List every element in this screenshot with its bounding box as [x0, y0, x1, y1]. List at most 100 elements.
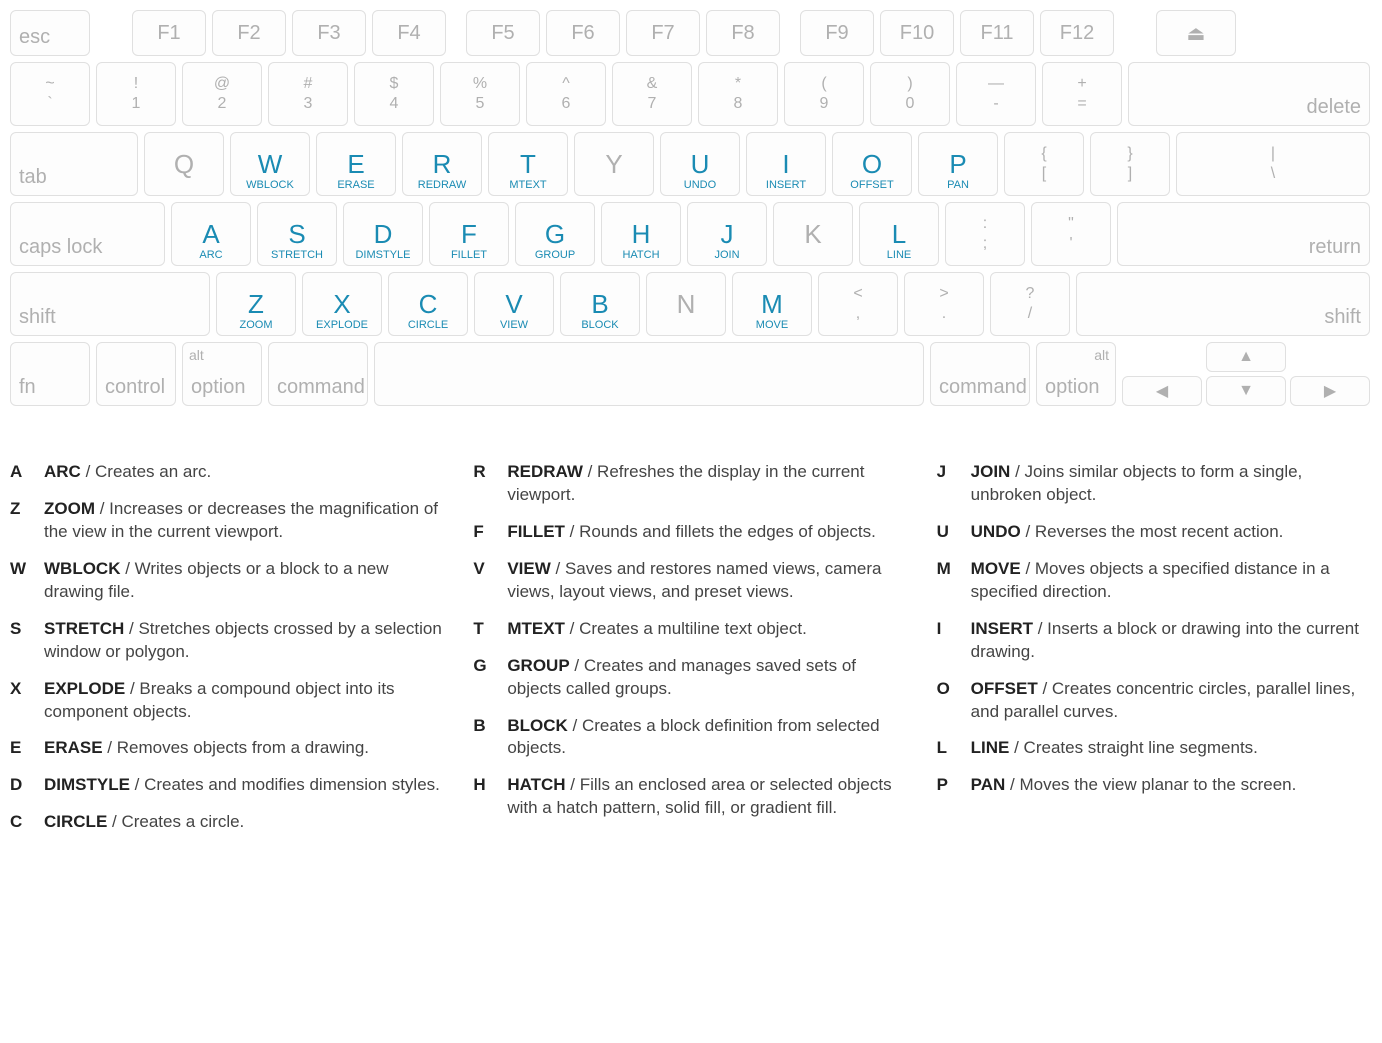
- slash-key[interactable]: ?/: [990, 272, 1070, 336]
- f11-key[interactable]: F11: [960, 10, 1034, 56]
- option-left-key[interactable]: alt option: [182, 342, 262, 406]
- num-8-key[interactable]: *8: [698, 62, 778, 126]
- letter-a-key[interactable]: AARC: [171, 202, 251, 266]
- f8-key[interactable]: F8: [706, 10, 780, 56]
- arrow-left-key[interactable]: ◀: [1122, 376, 1202, 406]
- control-key[interactable]: control: [96, 342, 176, 406]
- legend-item-l: LLINE / Creates straight line segments.: [937, 737, 1370, 760]
- number-row: ~` !1@2#3$4%5^6&7*8(9)0—-+= delete: [10, 62, 1370, 126]
- capslock-key[interactable]: caps lock: [10, 202, 165, 266]
- letter-l-key[interactable]: LLINE: [859, 202, 939, 266]
- letter-n-key[interactable]: N: [646, 272, 726, 336]
- legend-item-z: ZZOOM / Increases or decreases the magni…: [10, 498, 443, 544]
- bracket-right-key[interactable]: }]: [1090, 132, 1170, 196]
- f6-key[interactable]: F6: [546, 10, 620, 56]
- letter-c-key[interactable]: CCIRCLE: [388, 272, 468, 336]
- tab-key[interactable]: tab: [10, 132, 138, 196]
- f10-key[interactable]: F10: [880, 10, 954, 56]
- num-1-key[interactable]: !1: [96, 62, 176, 126]
- letter-o-key[interactable]: OOFFSET: [832, 132, 912, 196]
- num-2-key[interactable]: @2: [182, 62, 262, 126]
- letter-x-key[interactable]: XEXPLODE: [302, 272, 382, 336]
- quote-key[interactable]: "': [1031, 202, 1111, 266]
- legend-item-w: WWBLOCK / Writes objects or a block to a…: [10, 558, 443, 604]
- arrow-right-key[interactable]: ▶: [1290, 376, 1370, 406]
- letter-r-key[interactable]: RREDRAW: [402, 132, 482, 196]
- legend-item-g: GGROUP / Creates and manages saved sets …: [473, 655, 906, 701]
- shift-left-key[interactable]: shift: [10, 272, 210, 336]
- letter-b-key[interactable]: BBLOCK: [560, 272, 640, 336]
- command-right-key[interactable]: command: [930, 342, 1030, 406]
- tilde-key[interactable]: ~`: [10, 62, 90, 126]
- letter-m-key[interactable]: MMOVE: [732, 272, 812, 336]
- num-6-key[interactable]: ^6: [526, 62, 606, 126]
- legend-item-v: VVIEW / Saves and restores named views, …: [473, 558, 906, 604]
- legend-col-1: AARC / Creates an arc. ZZOOM / Increases …: [10, 461, 443, 834]
- letter-i-key[interactable]: IINSERT: [746, 132, 826, 196]
- semicolon-key[interactable]: :;: [945, 202, 1025, 266]
- num-0-key[interactable]: )0: [870, 62, 950, 126]
- letter-u-key[interactable]: UUNDO: [660, 132, 740, 196]
- letter-j-key[interactable]: JJOIN: [687, 202, 767, 266]
- letter-q-key[interactable]: Q: [144, 132, 224, 196]
- legend-item-s: SSTRETCH / Stretches objects crossed by …: [10, 618, 443, 664]
- f5-key[interactable]: F5: [466, 10, 540, 56]
- legend-item-e: EERASE / Removes objects from a drawing.: [10, 737, 443, 760]
- f4-key[interactable]: F4: [372, 10, 446, 56]
- command-left-key[interactable]: command: [268, 342, 368, 406]
- num-9-key[interactable]: (9: [784, 62, 864, 126]
- letter-h-key[interactable]: HHATCH: [601, 202, 681, 266]
- home-row: caps lock AARCSSTRETCHDDIMSTYLEFFILLETGG…: [10, 202, 1370, 266]
- delete-key[interactable]: delete: [1128, 62, 1370, 126]
- letter-v-key[interactable]: VVIEW: [474, 272, 554, 336]
- letter-p-key[interactable]: PPAN: [918, 132, 998, 196]
- letter-w-key[interactable]: WWBLOCK: [230, 132, 310, 196]
- fn-key[interactable]: fn: [10, 342, 90, 406]
- qwerty-row: tab QWWBLOCKEERASERREDRAWTMTEXTYUUNDOIIN…: [10, 132, 1370, 196]
- letter-z-key[interactable]: ZZOOM: [216, 272, 296, 336]
- num-=-key[interactable]: +=: [1042, 62, 1122, 126]
- esc-key[interactable]: esc: [10, 10, 90, 56]
- eject-key[interactable]: ⏏: [1156, 10, 1236, 56]
- letter-s-key[interactable]: SSTRETCH: [257, 202, 337, 266]
- f12-key[interactable]: F12: [1040, 10, 1114, 56]
- comma-key[interactable]: <,: [818, 272, 898, 336]
- letter-f-key[interactable]: FFILLET: [429, 202, 509, 266]
- shift-right-key[interactable]: shift: [1076, 272, 1370, 336]
- legend-item-o: OOFFSET / Creates concentric circles, pa…: [937, 678, 1370, 724]
- legend-item-r: RREDRAW / Refreshes the display in the c…: [473, 461, 906, 507]
- letter-e-key[interactable]: EERASE: [316, 132, 396, 196]
- num-4-key[interactable]: $4: [354, 62, 434, 126]
- legend-item-f: FFILLET / Rounds and fillets the edges o…: [473, 521, 906, 544]
- keyboard: esc F1 F2 F3 F4 F5 F6 F7 F8 F9 F10 F11 F…: [10, 10, 1370, 406]
- bracket-left-key[interactable]: {[: [1004, 132, 1084, 196]
- spacebar-key[interactable]: [374, 342, 924, 406]
- legend-item-c: CCIRCLE / Creates a circle.: [10, 811, 443, 834]
- backslash-key[interactable]: |\: [1176, 132, 1370, 196]
- legend-item-b: BBLOCK / Creates a block definition from…: [473, 715, 906, 761]
- num-3-key[interactable]: #3: [268, 62, 348, 126]
- num-5-key[interactable]: %5: [440, 62, 520, 126]
- legend-item-t: TMTEXT / Creates a multiline text object…: [473, 618, 906, 641]
- letter-k-key[interactable]: K: [773, 202, 853, 266]
- f7-key[interactable]: F7: [626, 10, 700, 56]
- num---key[interactable]: —-: [956, 62, 1036, 126]
- letter-d-key[interactable]: DDIMSTYLE: [343, 202, 423, 266]
- letter-g-key[interactable]: GGROUP: [515, 202, 595, 266]
- f1-key[interactable]: F1: [132, 10, 206, 56]
- legend: AARC / Creates an arc. ZZOOM / Increases …: [10, 461, 1370, 834]
- f9-key[interactable]: F9: [800, 10, 874, 56]
- period-key[interactable]: >.: [904, 272, 984, 336]
- option-right-key[interactable]: alt option: [1036, 342, 1116, 406]
- arrow-up-key[interactable]: ▲: [1206, 342, 1286, 372]
- return-key[interactable]: return: [1117, 202, 1370, 266]
- arrow-down-key[interactable]: ▼: [1206, 376, 1286, 406]
- letter-y-key[interactable]: Y: [574, 132, 654, 196]
- legend-item-x: XEXPLODE / Breaks a compound object into…: [10, 678, 443, 724]
- letter-t-key[interactable]: TMTEXT: [488, 132, 568, 196]
- f2-key[interactable]: F2: [212, 10, 286, 56]
- num-7-key[interactable]: &7: [612, 62, 692, 126]
- legend-item-a: AARC / Creates an arc.: [10, 461, 443, 484]
- f3-key[interactable]: F3: [292, 10, 366, 56]
- legend-item-m: MMOVE / Moves objects a specified distan…: [937, 558, 1370, 604]
